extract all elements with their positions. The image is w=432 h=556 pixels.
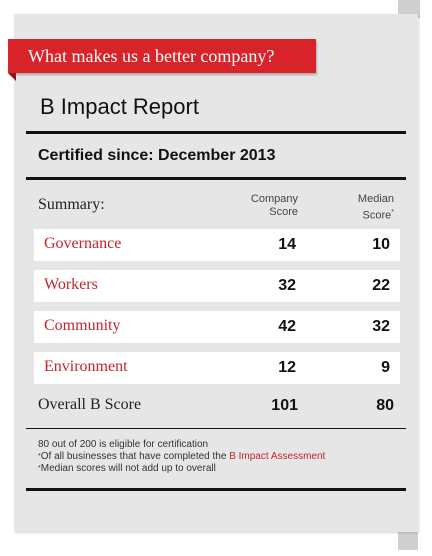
divider-top [26, 131, 406, 134]
row-label[interactable]: Governance [44, 235, 122, 252]
score-row-workers: Workers 32 22 [34, 270, 400, 302]
divider-cert [26, 177, 406, 180]
company-score: 42 [278, 318, 296, 335]
divider-footnotes [26, 428, 406, 429]
median-score: 22 [372, 277, 390, 294]
footnote-median-text: Median scores will not add up to overall [40, 463, 216, 474]
footnote-mark: * [38, 465, 41, 472]
banner-fold [8, 73, 16, 81]
median-score: 32 [372, 318, 390, 335]
row-label[interactable]: Community [44, 317, 121, 334]
b-impact-assessment-link[interactable]: B Impact Assessment [229, 451, 326, 462]
row-label[interactable]: Workers [44, 276, 98, 293]
column-header-median: Median Score* [338, 193, 394, 223]
row-label[interactable]: Environment [44, 358, 128, 375]
footnote-median: *Median scores will not add up to overal… [38, 463, 216, 475]
report-title: B Impact Report [40, 94, 199, 119]
column-header-median-mark: * [391, 209, 394, 216]
certified-label: Certified since: [38, 147, 154, 164]
column-header-company-line1: Company [250, 193, 298, 205]
median-score: 9 [381, 359, 390, 376]
overall-median-score: 80 [376, 397, 394, 414]
footnote-eligibility: 80 out of 200 is eligible for certificat… [38, 439, 209, 450]
column-header-company-line2: Score [269, 206, 298, 218]
certified-since: Certified since: December 2013 [38, 147, 275, 165]
footnote-mark: * [38, 453, 41, 460]
column-header-company: Company Score [238, 193, 298, 219]
column-header-median-line2: Score [362, 209, 392, 222]
summary-label: Summary: [38, 196, 105, 213]
overall-company-score: 101 [271, 397, 298, 414]
banner-heading: What makes us a better company? [8, 39, 316, 73]
footnote-assessment-text: Of all businesses that have completed th… [40, 451, 230, 462]
company-score: 14 [278, 236, 296, 253]
column-header-median-line1: Median [357, 193, 394, 205]
certified-date: December 2013 [158, 147, 276, 164]
footnote-assessment: *Of all businesses that have completed t… [38, 451, 325, 463]
divider-bottom [26, 488, 406, 491]
score-row-community: Community 42 32 [34, 311, 400, 343]
median-score: 10 [372, 236, 390, 253]
score-row-governance: Governance 14 10 [34, 229, 400, 261]
company-score: 32 [278, 277, 296, 294]
card-fold-decoration [398, 0, 420, 18]
score-row-environment: Environment 12 9 [34, 352, 400, 384]
company-score: 12 [278, 359, 296, 376]
overall-label: Overall B Score [38, 396, 142, 413]
